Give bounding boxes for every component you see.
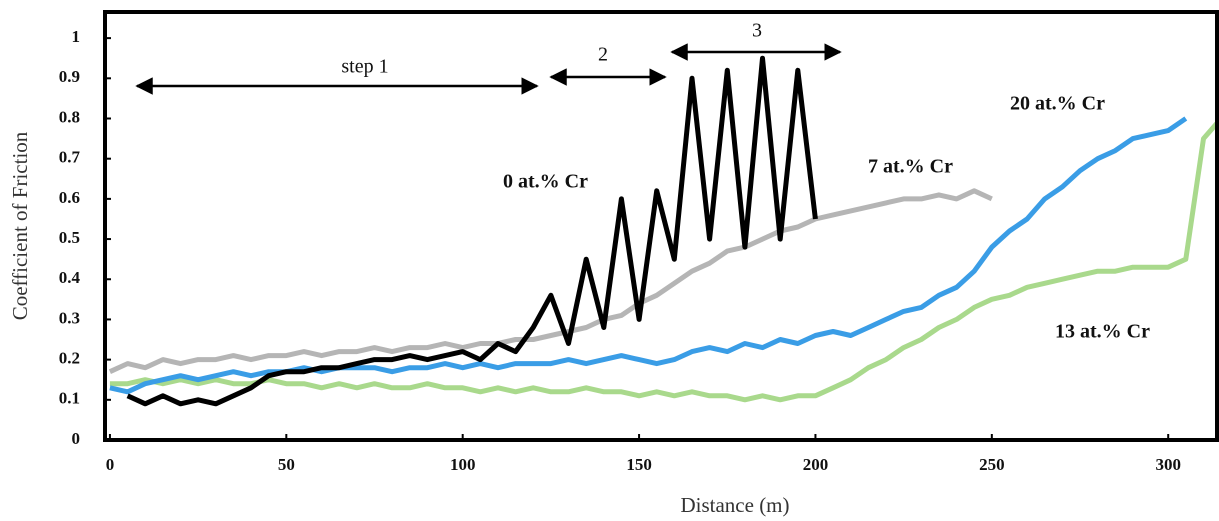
series-line (108, 188, 993, 374)
y-tick-label: 0.6 (59, 188, 80, 207)
y-tick-label: 0 (72, 429, 81, 448)
x-axis-title: Distance (m) (680, 493, 789, 517)
y-tick-label: 0.7 (59, 148, 81, 167)
series-line (126, 55, 818, 407)
x-tick-label: 50 (278, 455, 295, 474)
series-label: 0 at.% Cr (503, 171, 588, 193)
y-tick-label: 0.5 (59, 228, 80, 247)
annotation: 2 (598, 44, 608, 66)
plot-area (108, 55, 1219, 407)
series-label: 7 at.% Cr (868, 156, 953, 178)
annotation: 3 (752, 20, 762, 42)
y-tick-label: 0.2 (59, 349, 80, 368)
y-tick-label: 0.1 (59, 389, 80, 408)
x-tick-label: 200 (803, 455, 829, 474)
y-tick-label: 0.3 (59, 308, 80, 327)
plot-frame (103, 10, 1219, 442)
y-axis-title: Coefficient of Friction (8, 131, 32, 320)
series-line (109, 117, 1219, 403)
annotation: step 1 (341, 56, 388, 78)
y-tick-label: 0.9 (59, 67, 80, 86)
x-tick-label: 150 (626, 455, 652, 474)
y-tick-label: 0.4 (59, 268, 81, 287)
series-label: 20 at.% Cr (1010, 93, 1105, 115)
x-tick-label: 250 (979, 455, 1005, 474)
y-tick-label: 1 (72, 27, 81, 46)
x-tick-label: 0 (106, 455, 115, 474)
x-tick-label: 300 (1155, 455, 1181, 474)
series-label: 13 at.% Cr (1055, 321, 1150, 343)
y-tick-label: 0.8 (59, 107, 80, 126)
x-tick-label: 100 (450, 455, 476, 474)
